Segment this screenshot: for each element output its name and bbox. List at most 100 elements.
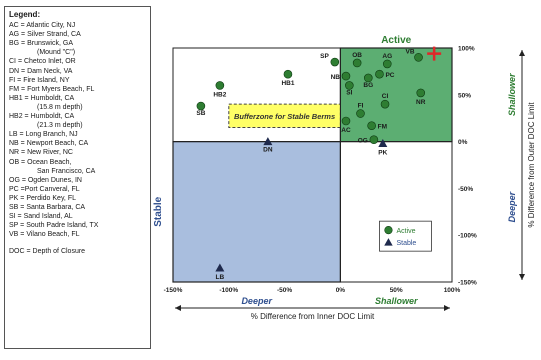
region-bufferzone-for-stable-berms bbox=[228, 103, 341, 129]
data-point-hb2 bbox=[215, 81, 225, 90]
data-point-pc bbox=[375, 69, 384, 79]
data-point-si bbox=[345, 81, 354, 90]
point-label-lb: LB bbox=[216, 274, 225, 281]
legend-entry: HB2 = Humboldt, CA bbox=[9, 113, 75, 121]
x-shallower-label: Shallower bbox=[375, 296, 418, 306]
point-label-fi: FI bbox=[358, 103, 364, 110]
legend-entry: SI = Sand Island, AL bbox=[9, 213, 73, 221]
x-tick-label: 0% bbox=[336, 287, 346, 294]
x-arrow-right-head bbox=[444, 305, 450, 311]
x-arrow-left-head bbox=[175, 305, 181, 311]
y-arrow-bottom-head bbox=[519, 274, 525, 280]
point-label-si: SI bbox=[346, 89, 352, 96]
data-point-ob bbox=[352, 58, 362, 68]
y-deeper-label: Deeper bbox=[507, 191, 517, 222]
legend-entry: SB = Santa Barbara, CA bbox=[9, 203, 86, 211]
point-label-vb: VB bbox=[405, 48, 414, 55]
y-tick-label: -50% bbox=[458, 186, 473, 193]
point-label-ob: OB bbox=[352, 52, 362, 59]
x-axis-title: % Difference from Inner DOC Limit bbox=[251, 312, 375, 321]
legend-entry: SP = South Padre Island, TX bbox=[9, 222, 99, 230]
legend-entry: NR = New River, NC bbox=[9, 149, 73, 157]
legend-entry: DN = Dam Neck, VA bbox=[9, 67, 73, 75]
legend-entry: PK = Perdido Key, FL bbox=[9, 194, 76, 202]
point-label-nr: NR bbox=[416, 99, 426, 106]
y-tick-label: 0% bbox=[458, 139, 468, 146]
data-point-hb1 bbox=[283, 69, 293, 79]
x-deeper-label: Deeper bbox=[241, 296, 272, 306]
red-cross-marker bbox=[427, 46, 442, 61]
point-label-fm: FM bbox=[378, 124, 387, 131]
stable-region-label: Stable bbox=[153, 196, 164, 226]
legend-entry: FM = Fort Myers Beach, FL bbox=[9, 85, 95, 93]
x-tick-label: -100% bbox=[219, 287, 238, 294]
point-label-bg: BG bbox=[363, 82, 373, 89]
legend-entry: (Mound "C") bbox=[37, 49, 76, 57]
legend-entry: OG = Ogden Dunes, IN bbox=[9, 176, 82, 184]
point-label-ag: AG bbox=[382, 53, 392, 60]
data-point-fm bbox=[367, 121, 376, 130]
point-label-dn: DN bbox=[263, 147, 273, 154]
legend-entry: AG = Silver Strand, CA bbox=[9, 31, 81, 39]
legend-active-marker bbox=[384, 226, 393, 235]
plot-frame bbox=[172, 47, 453, 283]
legend-entries: AC = Atlantic City, NJ AG = Silver Strand… bbox=[9, 21, 146, 239]
legend-box: Legend: AC = Atlantic City, NJ AG = Silve… bbox=[4, 6, 151, 349]
bufferzone-label: Bufferzone for Stable Berms bbox=[234, 112, 335, 121]
legend-entry: FI = Fire Island, NY bbox=[9, 76, 70, 84]
legend-entry: HB1 = Humboldt, CA bbox=[9, 94, 75, 102]
x-tick-label: 100% bbox=[444, 287, 461, 294]
legend-entry: PC =Port Canveral, FL bbox=[9, 185, 80, 193]
data-point-dn bbox=[263, 137, 273, 146]
y-tick-label: -150% bbox=[458, 280, 477, 287]
legend-entry: San Francisco, CA bbox=[37, 167, 96, 175]
point-label-hb1: HB1 bbox=[281, 80, 294, 87]
legend-entry: OB = Ocean Beach, bbox=[9, 158, 72, 166]
y-tick-label: 50% bbox=[458, 92, 471, 99]
data-point-lb bbox=[215, 263, 225, 272]
data-point-bg bbox=[363, 73, 373, 83]
data-point-ag bbox=[382, 59, 392, 69]
data-point-nb bbox=[341, 71, 351, 81]
data-point-sb bbox=[196, 101, 206, 111]
legend-entry: VB = Vilano Beach, FL bbox=[9, 231, 80, 239]
data-point-sp bbox=[330, 57, 340, 67]
legend-active-label: Active bbox=[396, 228, 415, 235]
point-label-nb: NB bbox=[331, 74, 341, 81]
data-point-pk bbox=[378, 138, 388, 147]
point-label-pc: PC bbox=[385, 72, 394, 79]
legend-entry: LB = Long Branch, NJ bbox=[9, 131, 78, 139]
data-point-ci bbox=[380, 99, 390, 109]
legend-stable-marker bbox=[384, 238, 393, 246]
point-label-ac: AC bbox=[341, 127, 351, 134]
data-point-vb bbox=[414, 53, 423, 62]
data-point-nr bbox=[416, 88, 426, 98]
legend-stable-label: Stable bbox=[396, 240, 416, 247]
doc-note: DOC = Depth of Closure bbox=[9, 248, 86, 256]
legend-entry: NB = Newport Beach, CA bbox=[9, 140, 89, 148]
legend-entry: (21.3 m depth) bbox=[37, 122, 83, 130]
y-arrow-top-head bbox=[519, 50, 525, 56]
legend-title: Legend: bbox=[9, 10, 41, 19]
point-label-hb2: HB2 bbox=[213, 91, 226, 98]
legend-entry: AC = Atlantic City, NJ bbox=[9, 22, 76, 30]
legend-entry: CI = Chetco Inlet, OR bbox=[9, 58, 76, 66]
data-point-og bbox=[369, 135, 379, 145]
legend-entry: BG = Brunswick, GA bbox=[9, 40, 73, 48]
point-label-og: OG bbox=[358, 138, 368, 145]
data-point-fi bbox=[356, 109, 365, 118]
legend-entry: (15.8 m depth) bbox=[37, 103, 83, 111]
y-tick-label: 100% bbox=[458, 46, 475, 53]
x-tick-label: -50% bbox=[277, 287, 292, 294]
point-label-ci: CI bbox=[382, 93, 389, 100]
y-tick-label: -100% bbox=[458, 233, 477, 240]
y-axis-title: % Difference from Outer DOC Limit bbox=[527, 102, 536, 228]
point-label-sp: SP bbox=[320, 53, 329, 60]
active-region-label: Active bbox=[381, 35, 411, 46]
x-tick-label: -150% bbox=[164, 287, 183, 294]
x-tick-label: 50% bbox=[390, 287, 403, 294]
point-label-pk: PK bbox=[378, 149, 387, 156]
point-label-sb: SB bbox=[196, 110, 205, 117]
region-stable bbox=[172, 141, 341, 283]
